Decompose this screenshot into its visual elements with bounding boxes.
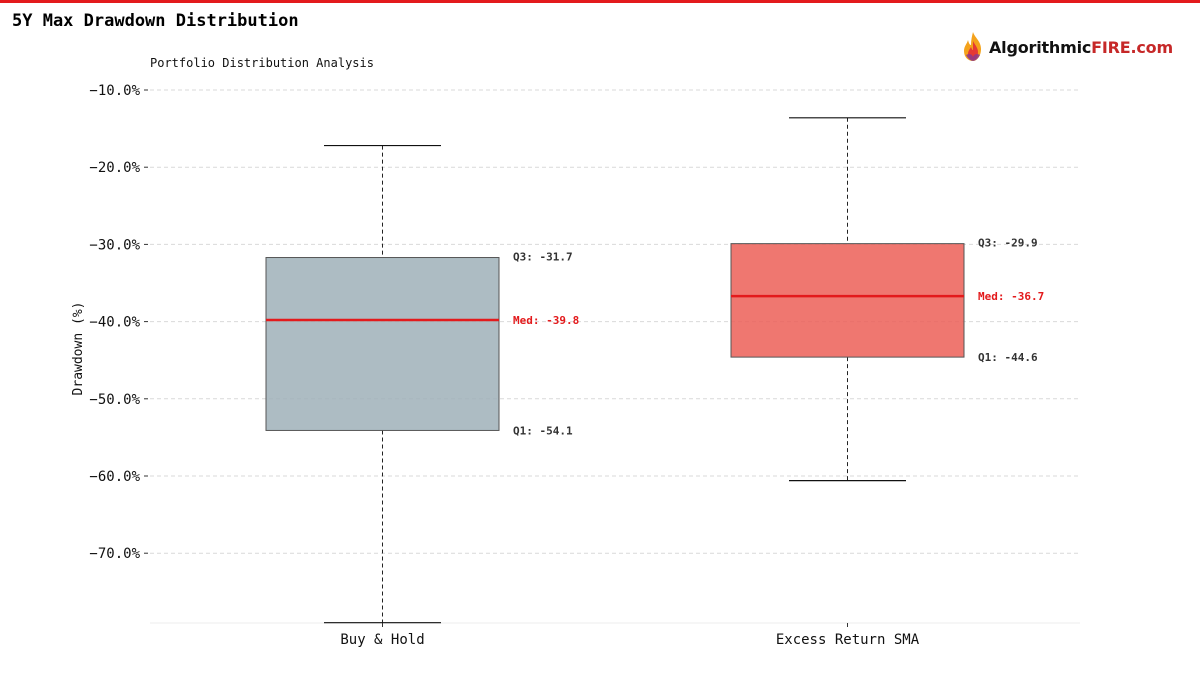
y-tick-label: −10.0% xyxy=(89,83,140,99)
q1-label: Q1: -54.1 xyxy=(513,424,573,437)
y-tick-label: −20.0% xyxy=(89,160,140,176)
y-tick-label: −40.0% xyxy=(89,315,140,331)
logo-text: AlgorithmicFIRE.com xyxy=(989,38,1173,57)
logo-text-red: FIRE.com xyxy=(1091,37,1173,57)
iqr-box xyxy=(265,257,500,431)
y-tick-label: −70.0% xyxy=(89,546,140,562)
y-axis-label: Drawdown (%) xyxy=(71,302,86,396)
y-tick-label: −50.0% xyxy=(89,392,140,408)
x-tick-label: Excess Return SMA xyxy=(776,632,920,648)
top-accent-rule xyxy=(0,0,1200,3)
q3-label: Q3: -29.9 xyxy=(978,237,1038,250)
y-tick-label: −60.0% xyxy=(89,469,140,485)
flame-icon xyxy=(964,32,981,61)
iqr-box xyxy=(730,243,965,358)
q3-label: Q3: -31.7 xyxy=(513,251,573,264)
brand-logo: AlgorithmicFIRE.com xyxy=(960,30,1173,64)
median-label: Med: -36.7 xyxy=(978,290,1044,303)
logo-text-dark: Algorithmic xyxy=(989,37,1092,57)
q1-label: Q1: -44.6 xyxy=(978,351,1038,364)
chart-subtitle: Portfolio Distribution Analysis xyxy=(150,56,374,70)
y-tick-label: −30.0% xyxy=(89,237,140,253)
x-tick-label: Buy & Hold xyxy=(340,632,424,648)
median-label: Med: -39.8 xyxy=(513,314,579,327)
page-title: 5Y Max Drawdown Distribution xyxy=(12,11,299,31)
